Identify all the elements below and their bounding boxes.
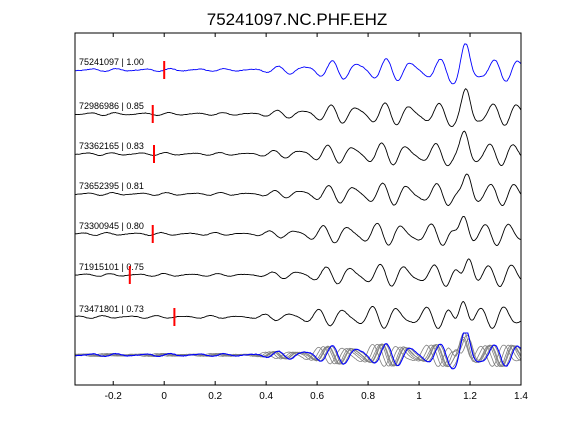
waveform-trace <box>75 173 522 206</box>
trace-label: 73300945 | 0.80 <box>79 221 144 231</box>
trace-label: 73362165 | 0.83 <box>79 141 144 151</box>
trace-label: 73471801 | 0.73 <box>79 304 144 314</box>
stack-reference-trace <box>74 332 522 370</box>
waveform-trace <box>75 300 522 329</box>
waveform-trace <box>74 258 522 287</box>
stack-trace <box>74 337 521 367</box>
x-tick-label: 0.8 <box>361 391 375 402</box>
x-tick-label: -0.2 <box>105 391 123 402</box>
trace-label: 71915101 | 0.75 <box>79 262 144 272</box>
x-tick-label: 1.2 <box>463 391 477 402</box>
stack-trace <box>75 339 522 367</box>
waveform-trace <box>74 88 522 127</box>
x-axis: -0.2 0 0.2 0.4 0.6 0.8 1 1.2 1.4 <box>105 33 528 402</box>
x-tick-label: 0.6 <box>310 391 324 402</box>
plot-area: 75241097 | 1.00 72986986 | 0.85 73362165 |… <box>74 43 522 370</box>
trace-label: 72986986 | 0.85 <box>79 101 144 111</box>
chart-title: 75241097.NC.PHF.EHZ <box>207 10 387 29</box>
trace-label: 75241097 | 1.00 <box>79 57 144 67</box>
stack-trace <box>74 338 522 367</box>
x-tick-label: 0.4 <box>259 391 273 402</box>
waveform-trace <box>74 43 522 85</box>
x-tick-label: 1.4 <box>514 391 528 402</box>
waveform-trace <box>75 130 522 167</box>
waveform-trace <box>74 216 521 246</box>
x-tick-label: 1 <box>416 391 422 402</box>
trace-label: 73652395 | 0.81 <box>79 181 144 191</box>
x-tick-label: 0.2 <box>208 391 222 402</box>
axes-frame <box>74 32 522 386</box>
x-tick-label: 0 <box>161 391 167 402</box>
